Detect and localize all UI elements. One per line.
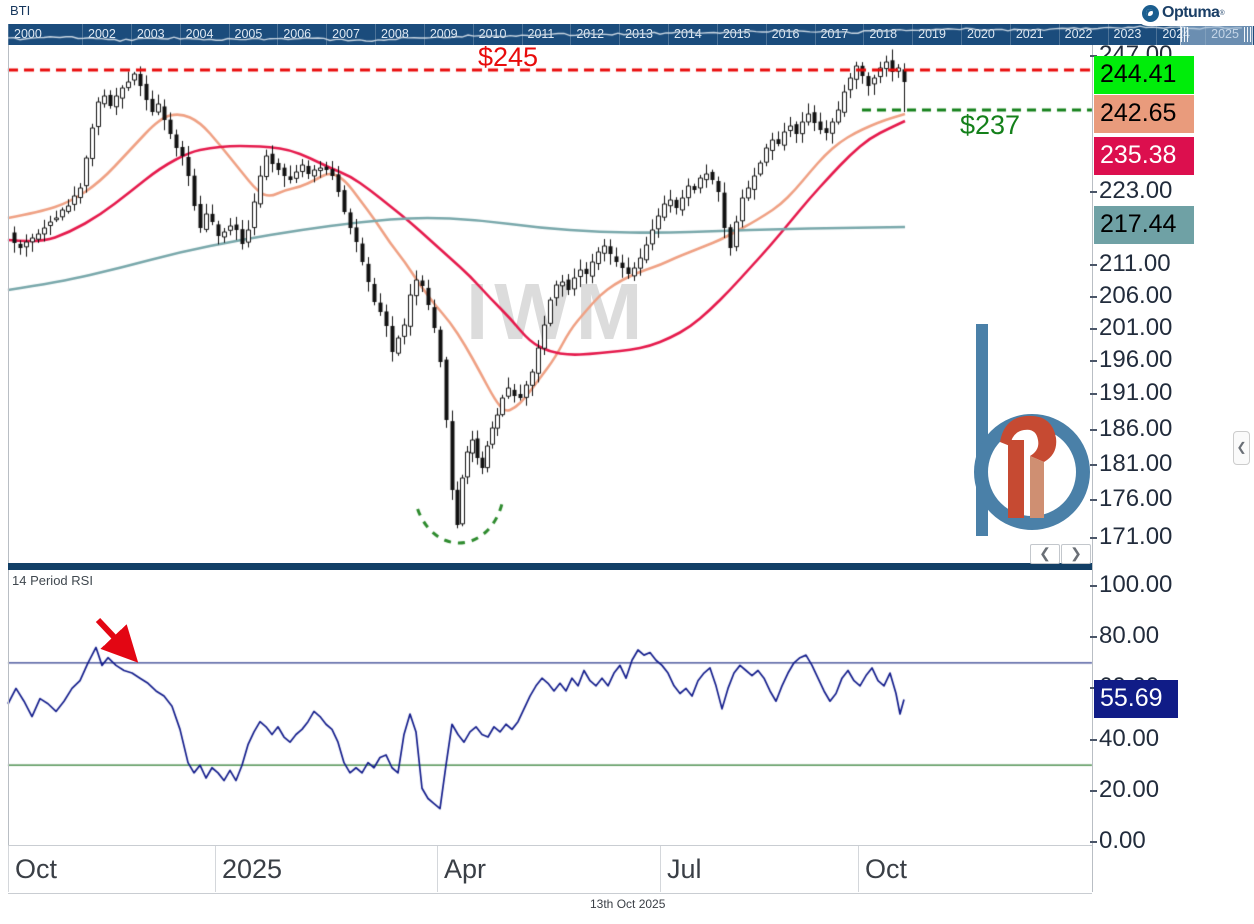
scroll-right-button[interactable]: ❯ — [1061, 544, 1091, 564]
price-axis-tick — [1090, 464, 1097, 466]
date-axis-cell-Jul[interactable]: Jul — [660, 846, 858, 892]
y-axis-line-left — [8, 45, 9, 845]
trademark-symbol: ® — [1219, 9, 1225, 17]
price-axis-tick — [1090, 55, 1097, 57]
price-axis-label-201.00: 201.00 — [1099, 314, 1173, 341]
date-axis-cell-2025[interactable]: 2025 — [215, 846, 437, 892]
rsi-axis-tick — [1090, 841, 1097, 843]
price-axis-tick — [1090, 328, 1097, 330]
price-axis-label-181.00: 181.00 — [1099, 450, 1173, 477]
price-axis-label-196.00: 196.00 — [1099, 346, 1173, 373]
rsi-axis-tick — [1090, 687, 1097, 689]
price-axis-label-176.00: 176.00 — [1099, 485, 1173, 512]
price-axis-label-191.00: 191.00 — [1099, 379, 1173, 406]
optuma-orb-icon — [1142, 4, 1159, 22]
price-axis-tick — [1090, 499, 1097, 501]
symbol-label: BTI — [10, 3, 31, 18]
date-axis-cell-Oct[interactable]: Oct — [858, 846, 1092, 892]
collapse-axis-button[interactable]: ❮ — [1233, 431, 1250, 465]
price-badge-mid-ma: 235.38 — [1094, 137, 1194, 175]
scroll-left-button[interactable]: ❮ — [1030, 544, 1060, 564]
rsi-axis-tick — [1090, 585, 1097, 587]
price-axis-tick — [1090, 537, 1097, 539]
rsi-panel-title: 14 Period RSI — [12, 573, 93, 588]
rsi-value-badge: 55.69 — [1094, 680, 1178, 718]
price-badge-last-price: 244.41 — [1094, 56, 1194, 94]
price-axis-tick — [1090, 393, 1097, 395]
resistance-level-label[interactable]: $245 — [478, 42, 539, 72]
price-axis-label-211.00: 211.00 — [1099, 250, 1171, 277]
date-axis[interactable]: Oct 2025 Apr Jul Oct — [8, 845, 1092, 894]
price-axis-tick — [1090, 429, 1097, 431]
support-level-label[interactable]: $237 — [960, 110, 1021, 140]
price-axis-label-206.00: 206.00 — [1099, 282, 1173, 309]
y-axis-line-right — [1092, 45, 1093, 892]
rsi-axis-label-20.00: 20.00 — [1099, 776, 1160, 803]
rsi-axis-tick — [1090, 739, 1097, 741]
panel-divider-scrollbar[interactable] — [8, 563, 1092, 570]
optuma-wordmark: Optuma — [1162, 4, 1220, 21]
price-axis-label-223.00: 223.00 — [1099, 177, 1173, 204]
rsi-axis-label-40.00: 40.00 — [1099, 725, 1160, 752]
price-axis-label-186.00: 186.00 — [1099, 415, 1173, 442]
optuma-logo: Optuma ® — [1136, 0, 1254, 26]
price-axis-tick — [1090, 296, 1097, 298]
date-axis-cell-Apr[interactable]: Apr — [437, 846, 660, 892]
price-axis-tick — [1090, 191, 1097, 193]
rsi-axis-label-80.00: 80.00 — [1099, 622, 1160, 649]
price-axis-tick — [1090, 264, 1097, 266]
price-axis-label-171.00: 171.00 — [1099, 523, 1173, 550]
rsi-axis-label-100.00: 100.00 — [1099, 571, 1173, 598]
rsi-axis-tick — [1090, 636, 1097, 638]
rsi-axis-tick — [1090, 790, 1097, 792]
rsi-axis-label-0.00: 0.00 — [1099, 827, 1146, 854]
date-axis-cell-Oct[interactable]: Oct — [8, 846, 215, 892]
price-badge-fast-ma: 242.65 — [1094, 95, 1194, 133]
red-arrow-annotation[interactable] — [88, 610, 148, 670]
price-axis-tick — [1090, 360, 1097, 362]
current-date-label: 13th Oct 2025 — [590, 897, 666, 911]
price-badge-slow-ma: 217.44 — [1094, 206, 1194, 244]
